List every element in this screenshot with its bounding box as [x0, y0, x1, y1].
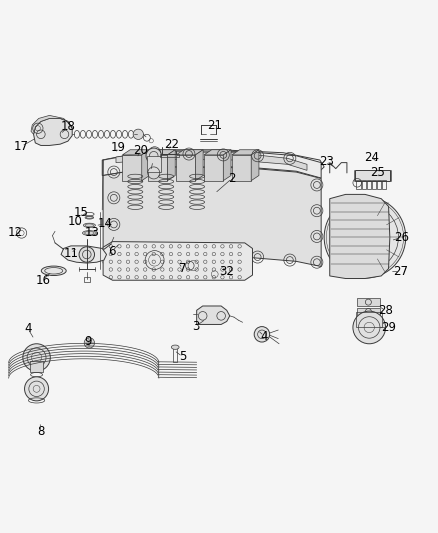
Bar — [372, 180, 376, 189]
Polygon shape — [251, 150, 259, 181]
Polygon shape — [34, 118, 72, 146]
Text: 15: 15 — [73, 206, 88, 220]
Text: 5: 5 — [179, 350, 186, 363]
Bar — [147, 156, 161, 172]
Bar — [356, 170, 390, 181]
Text: 21: 21 — [207, 119, 222, 132]
Bar — [173, 348, 177, 362]
Text: 25: 25 — [371, 166, 385, 180]
Polygon shape — [123, 155, 142, 181]
Polygon shape — [204, 155, 223, 181]
Polygon shape — [103, 167, 321, 266]
Bar — [357, 180, 360, 189]
Polygon shape — [232, 155, 251, 181]
Bar — [382, 180, 386, 189]
Bar — [361, 180, 366, 189]
Text: 18: 18 — [60, 120, 75, 133]
Text: 14: 14 — [98, 217, 113, 230]
Circle shape — [25, 377, 49, 401]
Text: 32: 32 — [219, 265, 234, 278]
Circle shape — [324, 197, 406, 278]
Ellipse shape — [41, 266, 66, 276]
Text: 16: 16 — [35, 274, 50, 287]
Text: 17: 17 — [14, 140, 29, 153]
Bar — [357, 308, 380, 316]
Polygon shape — [232, 150, 259, 155]
Circle shape — [23, 344, 50, 372]
Bar — [30, 361, 43, 372]
Text: 22: 22 — [164, 138, 179, 151]
Text: 27: 27 — [392, 265, 408, 278]
Polygon shape — [116, 151, 307, 171]
Text: 28: 28 — [378, 304, 393, 317]
Polygon shape — [142, 150, 149, 181]
Polygon shape — [148, 150, 175, 155]
Polygon shape — [123, 150, 149, 155]
Ellipse shape — [83, 223, 95, 228]
Circle shape — [84, 338, 95, 348]
Circle shape — [133, 129, 144, 140]
Polygon shape — [195, 150, 203, 181]
Circle shape — [353, 225, 377, 249]
Polygon shape — [197, 306, 230, 325]
Polygon shape — [61, 246, 106, 263]
Text: 10: 10 — [68, 215, 83, 228]
Circle shape — [353, 311, 385, 344]
Ellipse shape — [82, 231, 96, 236]
Text: 24: 24 — [364, 150, 379, 164]
Text: 12: 12 — [7, 225, 23, 239]
Polygon shape — [176, 155, 195, 181]
Polygon shape — [223, 150, 231, 181]
Bar — [367, 180, 371, 189]
Text: 13: 13 — [85, 225, 100, 239]
Text: 11: 11 — [64, 247, 78, 260]
Polygon shape — [102, 150, 324, 175]
Circle shape — [254, 327, 270, 342]
Text: 20: 20 — [134, 144, 148, 157]
Text: 19: 19 — [111, 141, 126, 154]
Text: 2: 2 — [228, 172, 236, 185]
Text: 7: 7 — [179, 262, 186, 275]
Text: 29: 29 — [381, 321, 396, 334]
Polygon shape — [148, 155, 167, 181]
Circle shape — [79, 247, 95, 262]
Text: 3: 3 — [192, 320, 199, 333]
Bar — [357, 312, 382, 327]
Text: 9: 9 — [85, 335, 92, 348]
Polygon shape — [103, 241, 252, 280]
Polygon shape — [204, 150, 231, 155]
Text: 23: 23 — [319, 155, 334, 168]
Text: 6: 6 — [108, 245, 116, 258]
Text: 26: 26 — [394, 231, 409, 244]
Bar — [160, 154, 179, 157]
Bar — [84, 277, 90, 281]
Text: 8: 8 — [37, 425, 45, 438]
Ellipse shape — [171, 345, 179, 349]
Polygon shape — [103, 151, 321, 178]
Text: 4: 4 — [260, 329, 268, 343]
Polygon shape — [167, 150, 175, 181]
Circle shape — [146, 148, 162, 164]
Polygon shape — [176, 150, 203, 155]
Bar — [357, 317, 380, 325]
Ellipse shape — [85, 216, 94, 219]
Bar — [357, 298, 380, 306]
Bar — [377, 180, 381, 189]
Polygon shape — [330, 195, 390, 279]
Polygon shape — [31, 116, 72, 134]
Text: 4: 4 — [24, 322, 32, 335]
